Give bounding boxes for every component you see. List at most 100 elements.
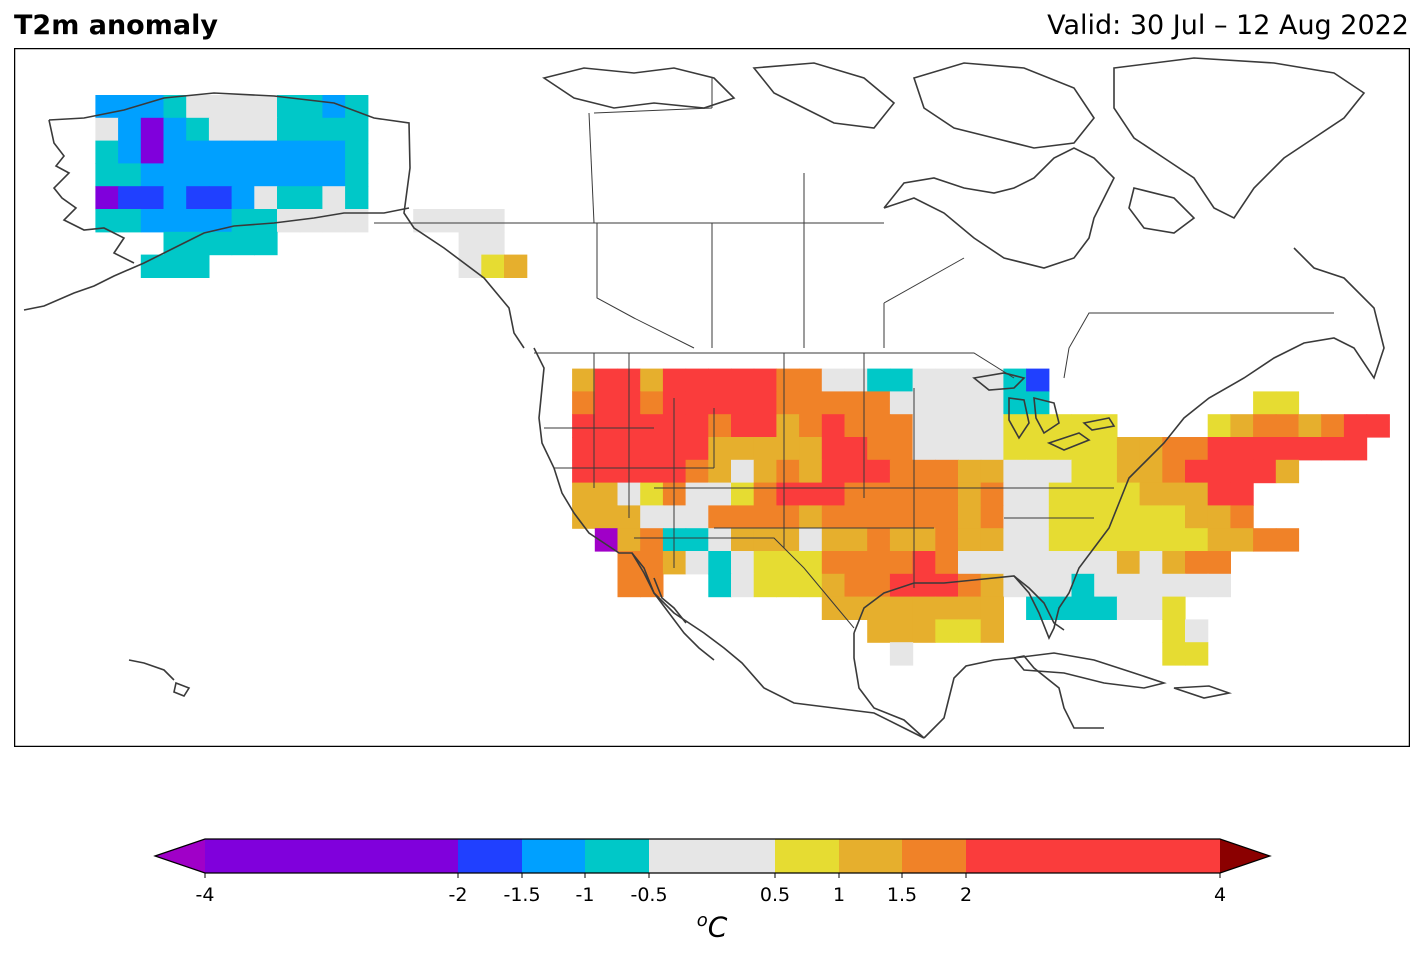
anomaly-cell (1162, 551, 1186, 575)
anomaly-cell (1116, 482, 1141, 506)
anomaly-cell (980, 505, 1004, 529)
anomaly-cell (685, 528, 709, 552)
anomaly-cell (1094, 551, 1118, 575)
anomaly-cell (254, 117, 278, 142)
anomaly-cell (299, 117, 323, 142)
anomaly-cell (708, 437, 732, 461)
anomaly-cell (163, 140, 187, 164)
colorbar-bin (649, 839, 775, 873)
anomaly-cell (821, 368, 846, 392)
anomaly-cell (1275, 414, 1300, 438)
anomaly-cell (958, 551, 982, 575)
anomaly-cell (708, 391, 732, 415)
colorbar-bin (458, 839, 522, 873)
anomaly-cell (685, 551, 709, 575)
anomaly-cell (1094, 573, 1118, 598)
anomaly-cell (1185, 642, 1209, 666)
anomaly-cell (594, 459, 619, 484)
anomaly-cell (958, 573, 982, 598)
borders (374, 78, 1334, 629)
anomaly-cell (254, 95, 278, 119)
anomaly-cell (640, 391, 664, 415)
colorbar-tick-label: 4 (1213, 884, 1227, 906)
anomaly-cell (731, 505, 755, 529)
anomaly-cell (958, 482, 982, 506)
anomaly-cell (821, 573, 846, 598)
anomaly-cell (1116, 459, 1141, 484)
anomaly-cell (163, 231, 187, 256)
colorbar-bin (839, 839, 902, 873)
anomaly-cell (254, 186, 278, 210)
anomaly-cell (640, 459, 664, 484)
anomaly-cell (753, 573, 777, 598)
anomaly-cell (1162, 459, 1186, 484)
anomaly-cell (1071, 437, 1095, 461)
colorbar-tick-label: -0.5 (630, 884, 668, 906)
anomaly-cell (1003, 528, 1027, 552)
anomaly-cell (594, 528, 619, 552)
anomaly-cell (208, 209, 233, 233)
anomaly-cell (572, 482, 596, 506)
colorbar-tick-label: 2 (959, 884, 973, 906)
anomaly-cell (685, 459, 709, 484)
anomaly-cell (140, 254, 165, 278)
anomaly-cell (799, 551, 823, 575)
anomaly-cell (1162, 437, 1186, 461)
anomaly-cell (776, 482, 800, 506)
anomaly-cell (1230, 459, 1254, 484)
anomaly-cell (821, 505, 846, 529)
anomaly-cell (1139, 437, 1163, 461)
anomaly-cell (1048, 551, 1073, 575)
anomaly-cell (708, 528, 732, 552)
anomaly-cell (935, 528, 959, 552)
anomaly-cell (799, 391, 823, 415)
anomaly-cell (231, 95, 255, 119)
anomaly-cell (163, 163, 187, 187)
anomaly-cell (208, 186, 233, 210)
colorbar-bin (585, 839, 649, 873)
anomaly-cell (731, 482, 755, 506)
anomaly-cell (889, 619, 914, 643)
anomaly-cell (1139, 482, 1163, 506)
anomaly-cell (799, 414, 823, 438)
anomaly-cell (685, 505, 709, 529)
anomaly-cell (208, 95, 233, 119)
anomaly-cell (1094, 482, 1118, 506)
anomaly-cell (1275, 528, 1300, 552)
anomaly-cell (867, 482, 891, 506)
anomaly-cell (1185, 573, 1209, 598)
anomaly-cell (889, 528, 914, 552)
anomaly-cell (1026, 551, 1050, 575)
anomaly-cell (1230, 505, 1254, 529)
anomaly-cell (1185, 619, 1209, 643)
anomaly-cell (1162, 596, 1186, 620)
anomaly-cell (662, 528, 687, 552)
anomaly-cell (958, 391, 982, 415)
anomaly-cell (731, 368, 755, 392)
anomaly-cell (1343, 437, 1368, 461)
anomaly-cell (1116, 505, 1141, 529)
anomaly-cell (844, 459, 868, 484)
anomaly-cell (1003, 459, 1027, 484)
anomaly-cell (1162, 642, 1186, 666)
anomaly-cell (912, 437, 936, 461)
anomaly-cell (1162, 619, 1186, 643)
anomaly-cell (889, 391, 914, 415)
anomaly-cell (1003, 414, 1027, 438)
anomaly-cell (980, 414, 1004, 438)
anomaly-cell (1162, 505, 1186, 529)
anomaly-cell (617, 573, 641, 598)
anomaly-cell (753, 551, 777, 575)
anomaly-cell (889, 596, 914, 620)
anomaly-cell (821, 414, 846, 438)
anomaly-cell (1230, 414, 1254, 438)
anomaly-cell (1048, 573, 1073, 598)
anomaly-cell (821, 437, 846, 461)
anomaly-cell (844, 505, 868, 529)
anomaly-cell (1207, 528, 1231, 552)
anomaly-cell (1094, 596, 1118, 620)
anomaly-cell (980, 482, 1004, 506)
anomaly-cell (935, 551, 959, 575)
anomaly-cell (640, 368, 664, 392)
anomaly-cell (799, 528, 823, 552)
